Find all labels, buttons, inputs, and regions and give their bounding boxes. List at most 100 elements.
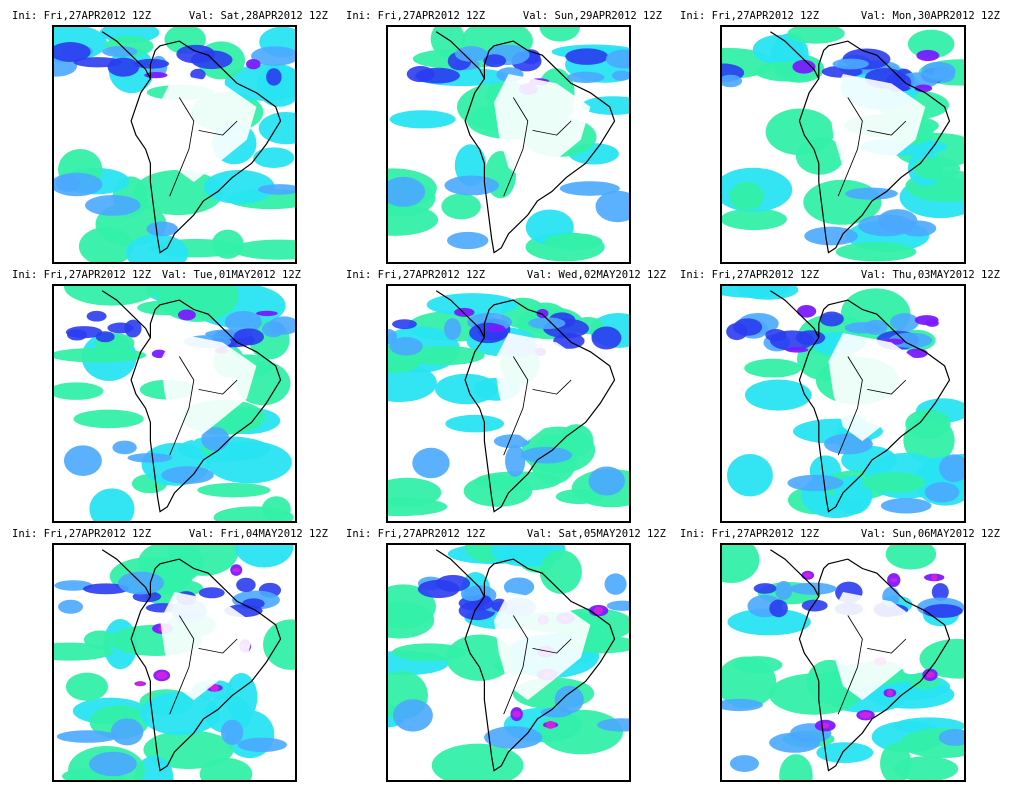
rain-area-moderate [604,573,627,595]
rain-area-light [539,549,582,594]
central-america-coastline [101,31,151,79]
rain-area-moderate [444,318,462,340]
rain-area-heavy [796,304,817,318]
panel-5-header: Ini: Fri,27APR2012 12Z Val: Wed,02MAY201… [346,268,666,282]
rain-area-moderate [236,577,256,593]
rain-area-light [388,497,448,517]
dry-area [828,592,926,701]
rain-area-moderate [528,317,566,330]
rain-area-moderate [266,68,282,86]
rain-area-light [54,347,147,363]
init-time-label: Ini: Fri,27APR2012 12Z [346,10,486,22]
rain-area-moderate [769,599,788,618]
rain-area-light [544,233,603,251]
rain-area-light [581,96,629,115]
rain-area-moderate [611,70,629,81]
rain-area-moderate [863,319,888,335]
panel-3-header: Ini: Fri,27APR2012 12Z Val: Mon,30APR201… [680,9,1000,23]
rain-area-moderate [765,328,787,342]
rain-area-moderate [505,444,526,477]
precipitation-field [54,545,295,780]
rain-area-light [474,471,561,492]
rain-area-light [197,482,271,498]
rain-area-light [454,144,487,187]
rain-area-light [211,229,244,259]
rain-area-light [885,545,937,570]
panel-3-map [720,25,966,264]
rain-area-moderate [722,74,743,88]
rain-area-light [834,475,873,515]
rain-area-moderate [769,732,820,753]
rain-area-moderate [923,604,963,618]
rain-area-moderate [461,587,484,602]
south-america-coastline [130,558,282,772]
rain-area-moderate [483,54,507,68]
rain-core-intense [593,606,604,615]
rain-area-moderate [787,474,844,492]
south-america-coastline [464,299,616,513]
rain-area-moderate [890,313,919,332]
rain-area-moderate [102,46,138,58]
panel-6-map [720,284,966,523]
rain-area-moderate [261,321,285,338]
rain-core-intense [931,573,938,581]
country-border [169,615,195,715]
precipitation-field [54,286,295,521]
rain-area-light [441,193,481,220]
dry-area [494,592,591,701]
rain-area-moderate [924,482,960,503]
rain-area-moderate [95,331,115,343]
rain-area-light [555,489,603,505]
rain-area-light [880,742,912,780]
dry-area [160,592,257,701]
rain-area-light [744,379,812,411]
rain-area-light [388,601,435,639]
country-border [532,638,572,654]
rain-area-moderate [124,319,142,338]
rain-area-moderate [435,575,471,592]
precipitation-field [388,27,629,262]
init-time-label: Ini: Fri,27APR2012 12Z [680,269,820,281]
valid-time-label: Val: Tue,01MAY2012 12Z [161,269,301,281]
rain-area-moderate [832,58,869,70]
rain-area-moderate [54,42,91,62]
rain-area-moderate [146,221,178,237]
panel-1-header: Ini: Fri,27APR2012 12Z Val: Sat,28APR201… [12,9,328,23]
valid-time-label: Val: Sun,06MAY2012 12Z [860,528,1000,540]
rain-area-light [912,157,961,180]
panel-4-map [52,284,297,523]
init-time-label: Ini: Fri,27APR2012 12Z [346,528,486,540]
rain-area-moderate [89,751,137,777]
rain-area-moderate [190,50,233,70]
rain-area-light [905,409,951,439]
rain-area-light [779,754,813,780]
rain-area-moderate [921,61,956,80]
panel-8-header: Ini: Fri,27APR2012 12Z Val: Sat,05MAY201… [346,527,666,541]
rain-area-light [402,345,485,366]
rain-area-light [89,488,135,521]
rain-area-moderate [845,187,898,200]
rain-area-light [752,34,805,65]
rain-area-light [83,630,116,649]
rain-area-moderate [484,726,543,749]
init-time-label: Ini: Fri,27APR2012 12Z [12,269,152,281]
rain-core-intense [859,711,872,719]
rain-core-intense [545,720,556,729]
rain-area-light [199,758,253,780]
rain-area-moderate [591,326,622,350]
rain-area-light [134,755,174,780]
rain-area-moderate [446,231,489,250]
rain-area-moderate [595,190,629,223]
precipitation-field [54,27,295,262]
rain-area-moderate [588,466,625,496]
rain-area-moderate [597,718,629,732]
rain-area-light [213,506,294,521]
rain-area-light [65,672,109,701]
rain-area-light [206,441,292,484]
rain-core-intense [889,578,898,582]
rain-area-moderate [729,755,759,772]
dry-area [160,74,257,183]
rain-area-moderate [775,581,793,600]
rain-area-moderate [406,66,435,83]
rain-area-light [258,111,295,145]
